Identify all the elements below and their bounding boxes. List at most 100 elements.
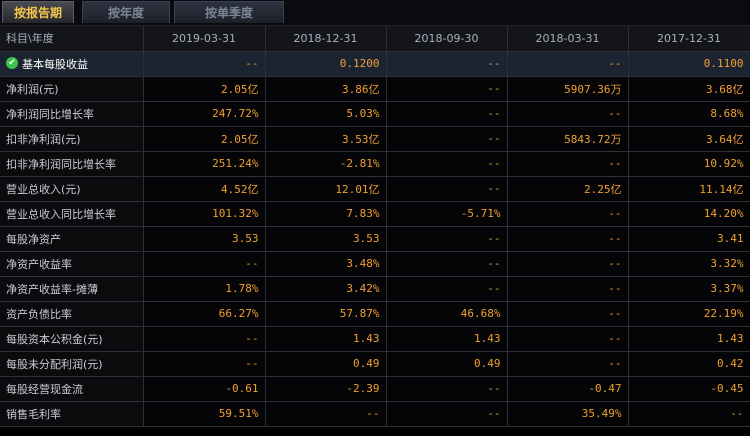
row-label: 销售毛利率 (0, 401, 144, 427)
table-row[interactable]: ✔ 基本每股收益 -- 0.1200 -- -- 0.1100 (0, 51, 750, 77)
value-cell: 3.41 (628, 226, 750, 252)
value-cell: -- (386, 251, 508, 277)
row-label-text: 营业总收入(元) (6, 182, 81, 196)
value-cell: 101.32% (143, 201, 266, 227)
table-row[interactable]: 扣非净利润同比增长率 251.24% -2.81% -- -- 10.92% (0, 151, 750, 177)
tab-by-year[interactable]: 按年度 (82, 1, 170, 23)
value-cell: -- (507, 251, 629, 277)
value-cell: 1.43 (386, 326, 508, 352)
tab-by-quarter[interactable]: 按单季度 (174, 1, 284, 23)
table-row[interactable]: 每股经营现金流 -0.61 -2.39 -- -0.47 -0.45 (0, 376, 750, 402)
row-label: 每股资本公积金(元) (0, 326, 144, 352)
value-cell: 251.24% (143, 151, 266, 177)
value-cell: -- (386, 51, 508, 77)
value-cell: 1.78% (143, 276, 266, 302)
row-label: 每股未分配利润(元) (0, 351, 144, 377)
value-cell: -0.47 (507, 376, 629, 402)
value-cell: 2.05亿 (143, 126, 266, 152)
period-header[interactable]: 2017-12-31 (628, 26, 750, 52)
table-row[interactable]: 扣非净利润(元) 2.05亿 3.53亿 -- 5843.72万 3.64亿 (0, 126, 750, 152)
value-cell: 1.43 (265, 326, 387, 352)
value-cell: 0.49 (386, 351, 508, 377)
value-cell: 3.53 (143, 226, 266, 252)
table-header-row: 科目\年度 2019-03-31 2018-12-31 2018-09-30 2… (0, 26, 750, 52)
value-cell: -- (386, 101, 508, 127)
row-label-text: 扣非净利润(元) (6, 132, 81, 146)
value-cell: 59.51% (143, 401, 266, 427)
table-row[interactable]: 销售毛利率 59.51% -- -- 35.49% -- (0, 401, 750, 427)
value-cell: -- (386, 151, 508, 177)
row-label-text: 每股净资产 (6, 232, 61, 246)
row-label: 扣非净利润(元) (0, 126, 144, 152)
value-cell: -- (386, 126, 508, 152)
value-cell: 5.03% (265, 101, 387, 127)
value-cell: 3.42% (265, 276, 387, 302)
row-label-text: 基本每股收益 (22, 57, 88, 71)
row-label-text: 扣非净利润同比增长率 (6, 157, 116, 171)
table-row[interactable]: 每股未分配利润(元) -- 0.49 0.49 -- 0.42 (0, 351, 750, 377)
value-cell: -0.45 (628, 376, 750, 402)
value-cell: 2.25亿 (507, 176, 629, 202)
value-cell: -- (386, 401, 508, 427)
value-cell: -- (143, 51, 266, 77)
value-cell: 0.49 (265, 351, 387, 377)
value-cell: 247.72% (143, 101, 266, 127)
value-cell: -- (628, 401, 750, 427)
table-row[interactable]: 净资产收益率 -- 3.48% -- -- 3.32% (0, 251, 750, 277)
value-cell: 3.32% (628, 251, 750, 277)
table-row[interactable]: 资产负债比率 66.27% 57.87% 46.68% -- 22.19% (0, 301, 750, 327)
row-label: 净利润同比增长率 (0, 101, 144, 127)
row-label: 净资产收益率 (0, 251, 144, 277)
table-row[interactable]: 净利润(元) 2.05亿 3.86亿 -- 5907.36万 3.68亿 (0, 76, 750, 102)
table-row[interactable]: 净资产收益率-摊薄 1.78% 3.42% -- -- 3.37% (0, 276, 750, 302)
value-cell: -- (507, 201, 629, 227)
check-circle-icon[interactable]: ✔ (6, 56, 18, 69)
corner-header: 科目\年度 (0, 26, 144, 52)
value-cell: 0.1100 (628, 51, 750, 77)
value-cell: 11.14亿 (628, 176, 750, 202)
value-cell: 3.53亿 (265, 126, 387, 152)
tab-by-report-period[interactable]: 按报告期 (2, 1, 74, 23)
value-cell: 2.05亿 (143, 76, 266, 102)
value-cell: 3.48% (265, 251, 387, 277)
value-cell: 3.53 (265, 226, 387, 252)
value-cell: 3.64亿 (628, 126, 750, 152)
value-cell: -0.61 (143, 376, 266, 402)
row-label-text: 资产负债比率 (6, 307, 72, 321)
table-row[interactable]: 营业总收入(元) 4.52亿 12.01亿 -- 2.25亿 11.14亿 (0, 176, 750, 202)
value-cell: -2.81% (265, 151, 387, 177)
period-header[interactable]: 2018-12-31 (265, 26, 387, 52)
value-cell: -- (507, 226, 629, 252)
value-cell: -- (507, 51, 629, 77)
value-cell: -- (507, 301, 629, 327)
period-header[interactable]: 2018-09-30 (386, 26, 508, 52)
value-cell: -- (386, 226, 508, 252)
table-row[interactable]: 每股净资产 3.53 3.53 -- -- 3.41 (0, 226, 750, 252)
value-cell: 7.83% (265, 201, 387, 227)
value-cell: -- (143, 251, 266, 277)
row-label: 净资产收益率-摊薄 (0, 276, 144, 302)
value-cell: -- (143, 326, 266, 352)
table-row[interactable]: 营业总收入同比增长率 101.32% 7.83% -5.71% -- 14.20% (0, 201, 750, 227)
table-row[interactable]: 净利润同比增长率 247.72% 5.03% -- -- 8.68% (0, 101, 750, 127)
value-cell: -- (386, 176, 508, 202)
table-row[interactable]: 每股资本公积金(元) -- 1.43 1.43 -- 1.43 (0, 326, 750, 352)
row-label-text: 每股经营现金流 (6, 382, 83, 396)
value-cell: -5.71% (386, 201, 508, 227)
value-cell: -- (386, 276, 508, 302)
value-cell: 8.68% (628, 101, 750, 127)
value-cell: 35.49% (507, 401, 629, 427)
period-header[interactable]: 2018-03-31 (507, 26, 629, 52)
value-cell: -2.39 (265, 376, 387, 402)
value-cell: -- (507, 326, 629, 352)
row-label: 每股净资产 (0, 226, 144, 252)
value-cell: 10.92% (628, 151, 750, 177)
value-cell: 4.52亿 (143, 176, 266, 202)
period-header[interactable]: 2019-03-31 (143, 26, 266, 52)
value-cell: -- (507, 101, 629, 127)
value-cell: 5843.72万 (507, 126, 629, 152)
indicator-table: 科目\年度 2019-03-31 2018-12-31 2018-09-30 2… (0, 26, 750, 427)
row-label-text: 净资产收益率 (6, 257, 72, 271)
row-label-text: 每股未分配利润(元) (6, 357, 103, 371)
row-label: 资产负债比率 (0, 301, 144, 327)
